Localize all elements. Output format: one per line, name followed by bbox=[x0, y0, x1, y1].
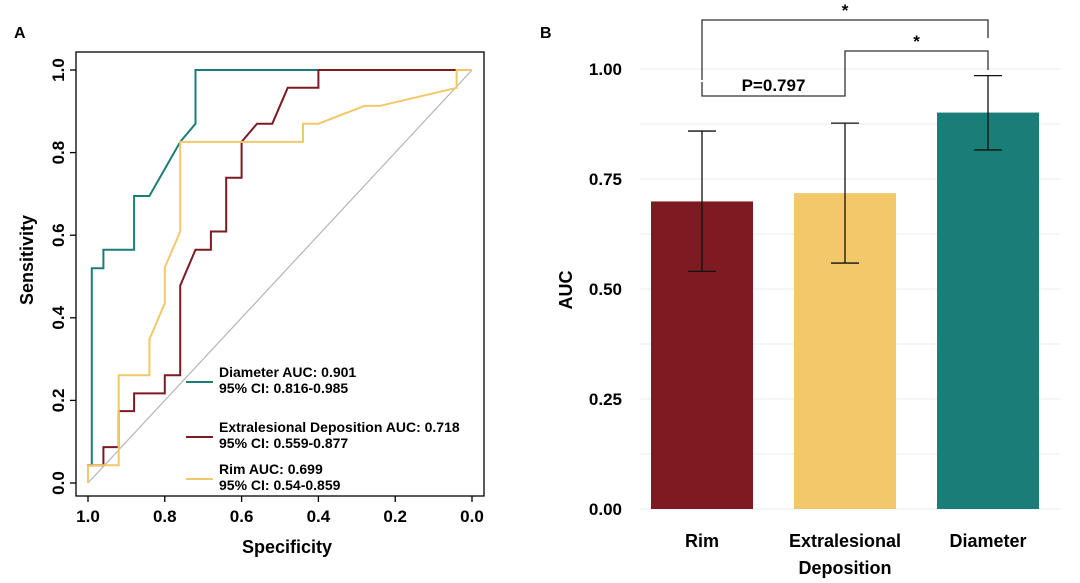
roc-axes: 0.0 0.2 0.4 0.6 0.8 1.0 1.0 0.8 0.6 0.4 0.2 0.0 bbox=[49, 51, 485, 526]
roc-curve-panel: A 0.0 0.2 0.4 0.6 0.8 1.0 1.0 0.8 0.6 0.4 0.2 0.0 S… bbox=[14, 25, 485, 557]
roc-diagonal-layer bbox=[87, 69, 473, 484]
roc-y-tick-label: 0.8 bbox=[49, 141, 68, 165]
roc-x-tick-label: 0.4 bbox=[307, 507, 331, 526]
y-axis-title-sensitivity: Sensitivity bbox=[17, 215, 37, 305]
roc-x-tick-label: 0.2 bbox=[383, 507, 407, 526]
bar-y-tick-label: 0.50 bbox=[589, 280, 622, 299]
roc-x-tick-label: 1.0 bbox=[76, 507, 100, 526]
bar-category-label: Extralesional bbox=[789, 531, 901, 551]
significance-bracket bbox=[844, 50, 989, 82]
legend-label-rim: Rim AUC: 0.699 bbox=[219, 461, 323, 477]
auc-bar-panel: B P=0.797 * * 0.00 0.25 0.50 0.75 1.00 Rim Extra… bbox=[540, 1, 1060, 578]
x-axis-title-specificity: Specificity bbox=[242, 537, 332, 557]
bar-category-label: Rim bbox=[685, 531, 719, 551]
roc-y-tick-label: 0.2 bbox=[49, 389, 68, 413]
significance-label: P=0.797 bbox=[742, 76, 806, 95]
legend-label-diameter: Diameter AUC: 0.901 bbox=[219, 364, 356, 380]
bar-y-tick-label: 0.00 bbox=[589, 500, 622, 519]
roc-x-tick-label: 0.8 bbox=[153, 507, 177, 526]
roc-y-tick-label: 1.0 bbox=[49, 58, 68, 82]
legend-ci-extralesional: 95% CI: 0.559-0.877 bbox=[219, 435, 348, 451]
roc-y-tick-label: 0.6 bbox=[49, 223, 68, 247]
bar-category-label: Diameter bbox=[949, 531, 1026, 551]
roc-reference-diagonal bbox=[87, 69, 473, 484]
error-bars-layer bbox=[688, 74, 1002, 273]
roc-lines-layer bbox=[87, 69, 472, 483]
roc-x-tick-label: 0.6 bbox=[230, 507, 254, 526]
significance-bracket bbox=[701, 82, 846, 97]
legend-ci-rim: 95% CI: 0.54-0.859 bbox=[219, 477, 341, 493]
roc-plot-frame bbox=[75, 51, 485, 497]
significance-label: * bbox=[842, 1, 849, 20]
significance-bracket bbox=[701, 19, 989, 80]
roc-line-rim bbox=[87, 69, 472, 483]
roc-y-tick-label: 0.0 bbox=[49, 471, 68, 495]
significance-brackets: P=0.797 * * bbox=[701, 1, 989, 97]
legend-ci-diameter: 95% CI: 0.816-0.985 bbox=[219, 380, 348, 396]
panel-a-label: A bbox=[14, 25, 26, 42]
significance-label: * bbox=[913, 32, 920, 51]
bar-diameter bbox=[937, 112, 1039, 509]
y-axis-title-auc: AUC bbox=[556, 271, 576, 310]
roc-x-tick-label: 0.0 bbox=[460, 507, 484, 526]
legend-label-extralesional: Extralesional Deposition AUC: 0.718 bbox=[219, 419, 460, 435]
bar-y-tick-label: 1.00 bbox=[589, 60, 622, 79]
bar-y-tick-label: 0.25 bbox=[589, 390, 622, 409]
panel-b-label: B bbox=[540, 25, 552, 42]
roc-y-tick-label: 0.4 bbox=[49, 305, 68, 329]
bar-axes: 0.00 0.25 0.50 0.75 1.00 Rim Extralesional Depo… bbox=[589, 60, 1027, 578]
bar-category-label: Deposition bbox=[799, 558, 892, 578]
bar-y-tick-label: 0.75 bbox=[589, 170, 622, 189]
